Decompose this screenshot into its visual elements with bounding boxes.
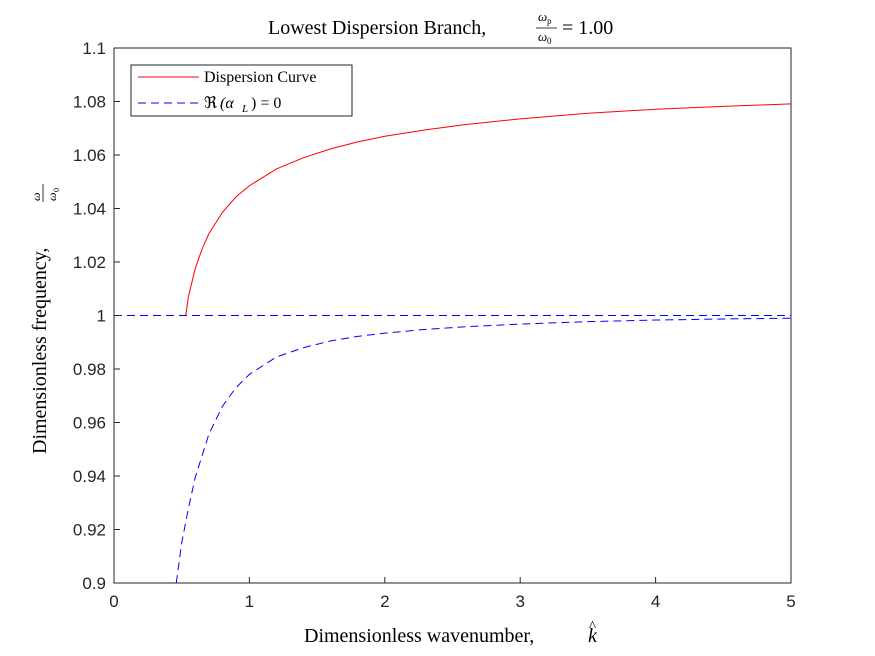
title-frac-den-sub: 0 bbox=[547, 36, 552, 46]
y-tick-label: 1.1 bbox=[82, 39, 106, 58]
y-tick-label: 1.02 bbox=[73, 253, 106, 272]
plot-area bbox=[114, 103, 792, 584]
y-axis-label-frac-den-sub: 0 bbox=[52, 188, 61, 192]
y-tick-label: 0.94 bbox=[73, 467, 106, 486]
title-fraction: ω p ω 0 bbox=[536, 9, 557, 46]
chart-title: Lowest Dispersion Branch, ω p ω 0 = 1.00 bbox=[268, 9, 613, 46]
y-tick-label: 0.98 bbox=[73, 360, 106, 379]
y-tick-label: 0.9 bbox=[82, 574, 106, 593]
x-axis-label-text: Dimensionless wavenumber, bbox=[304, 625, 534, 647]
series-line-0 bbox=[185, 103, 792, 316]
legend-label-dispersion-curve: Dispersion Curve bbox=[204, 69, 316, 86]
title-frac-num: ω bbox=[538, 9, 547, 24]
legend-real-prefix: ℜ bbox=[204, 95, 217, 112]
y-axis-label-text: Dimensionless frequency, bbox=[29, 248, 51, 454]
title-frac-den: ω bbox=[538, 29, 547, 44]
x-axis-label-symbol: k bbox=[588, 625, 598, 647]
title-text: Lowest Dispersion Branch, bbox=[268, 17, 486, 39]
axis-ticks: 0 1 2 3 4 5 0.9 0.92 0.94 0.96 0.98 1 1.02 1.04 1.06 1.… bbox=[73, 39, 796, 611]
legend-real-suffix: ) = 0 bbox=[251, 95, 281, 112]
x-tick-label: 3 bbox=[515, 592, 524, 611]
x-axis-label: Dimensionless wavenumber, k ^ bbox=[304, 619, 598, 647]
y-axis-label: Dimensionless frequency, ω ω 0 bbox=[29, 184, 61, 454]
y-axis-label-frac-den: ω bbox=[45, 193, 59, 201]
title-frac-num-sub: p bbox=[547, 16, 552, 26]
x-tick-label: 5 bbox=[786, 592, 795, 611]
legend-real-sub: L bbox=[241, 103, 248, 115]
y-tick-label: 0.92 bbox=[73, 521, 106, 540]
x-axis-label-hat: ^ bbox=[589, 619, 596, 635]
legend-box bbox=[130, 64, 353, 117]
x-tick-label: 2 bbox=[380, 592, 389, 611]
x-tick-label: 1 bbox=[245, 592, 254, 611]
y-tick-label: 0.96 bbox=[73, 414, 106, 433]
y-axis-label-frac-num: ω bbox=[29, 193, 43, 201]
y-tick-label: 1.08 bbox=[73, 93, 106, 112]
title-value: = 1.00 bbox=[562, 17, 613, 39]
legend-real-body: (α bbox=[220, 95, 234, 112]
x-tick-label: 0 bbox=[109, 592, 118, 611]
x-tick-label: 4 bbox=[651, 592, 660, 611]
y-tick-label: 1 bbox=[97, 307, 106, 326]
legend: Dispersion Curve ℜ (α L ) = 0 bbox=[130, 64, 353, 117]
y-tick-label: 1.06 bbox=[73, 146, 106, 165]
series-line-1 bbox=[175, 317, 792, 584]
y-tick-label: 1.04 bbox=[73, 200, 106, 219]
legend-label-real-alpha: ℜ (α L ) = 0 bbox=[204, 95, 281, 115]
